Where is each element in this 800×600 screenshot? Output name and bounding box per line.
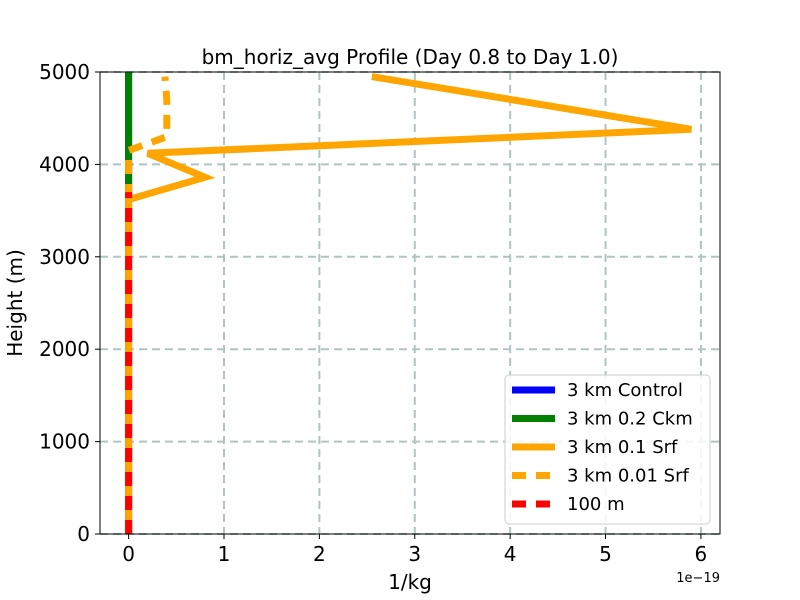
legend-box	[504, 374, 711, 525]
x-axis-label: 1/kg	[388, 570, 432, 594]
legend-label: 3 km 0.2 Ckm	[567, 409, 693, 430]
y-tick-label: 2000	[39, 337, 90, 361]
y-axis-label: Height (m)	[3, 249, 27, 357]
y-tick-label: 0	[77, 522, 90, 546]
x-tick-label: 5	[599, 542, 612, 566]
x-tick-label: 6	[695, 542, 708, 566]
y-tick-label: 1000	[39, 430, 90, 454]
legend-label: 100 m	[567, 494, 625, 515]
x-tick-label: 4	[504, 542, 517, 566]
y-tick-label: 4000	[39, 152, 90, 176]
x-tick-label: 0	[122, 542, 135, 566]
y-tick-label: 3000	[39, 245, 90, 269]
chart-title: bm_horiz_avg Profile (Day 0.8 to Day 1.0…	[202, 45, 619, 69]
legend-label: 3 km 0.01 Srf	[567, 466, 689, 487]
legend-label: 3 km Control	[567, 380, 683, 401]
x-tick-label: 2	[313, 542, 326, 566]
legend-label: 3 km 0.1 Srf	[567, 437, 678, 458]
series-lines	[125, 72, 692, 534]
y-tick-label: 5000	[39, 60, 90, 84]
legend: 3 km Control 3 km 0.2 Ckm 3 km 0.1 Srf 3 km…	[504, 374, 711, 525]
plot-frame	[99, 71, 721, 535]
x-tick-label: 1	[218, 542, 231, 566]
axis-ticks: 0 1 2 3 4 5 6 0 1000 2000 3000 4000 5000	[39, 60, 707, 566]
series-line-3-km-0-01-srf	[125, 76, 171, 534]
x-tick-label: 3	[408, 542, 421, 566]
x-offset-label: 1e−19	[676, 571, 720, 586]
